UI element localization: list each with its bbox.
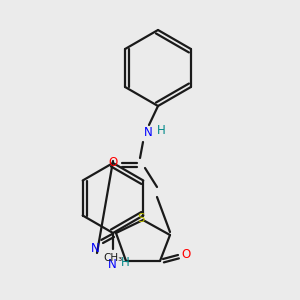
Text: H: H: [157, 124, 165, 137]
Text: H: H: [121, 256, 129, 268]
Text: N: N: [108, 257, 116, 271]
Text: O: O: [108, 157, 118, 169]
Text: N: N: [144, 127, 152, 140]
Text: O: O: [182, 248, 190, 262]
Text: N: N: [91, 242, 99, 254]
Text: CH₃: CH₃: [103, 253, 123, 263]
Text: S: S: [137, 212, 145, 224]
